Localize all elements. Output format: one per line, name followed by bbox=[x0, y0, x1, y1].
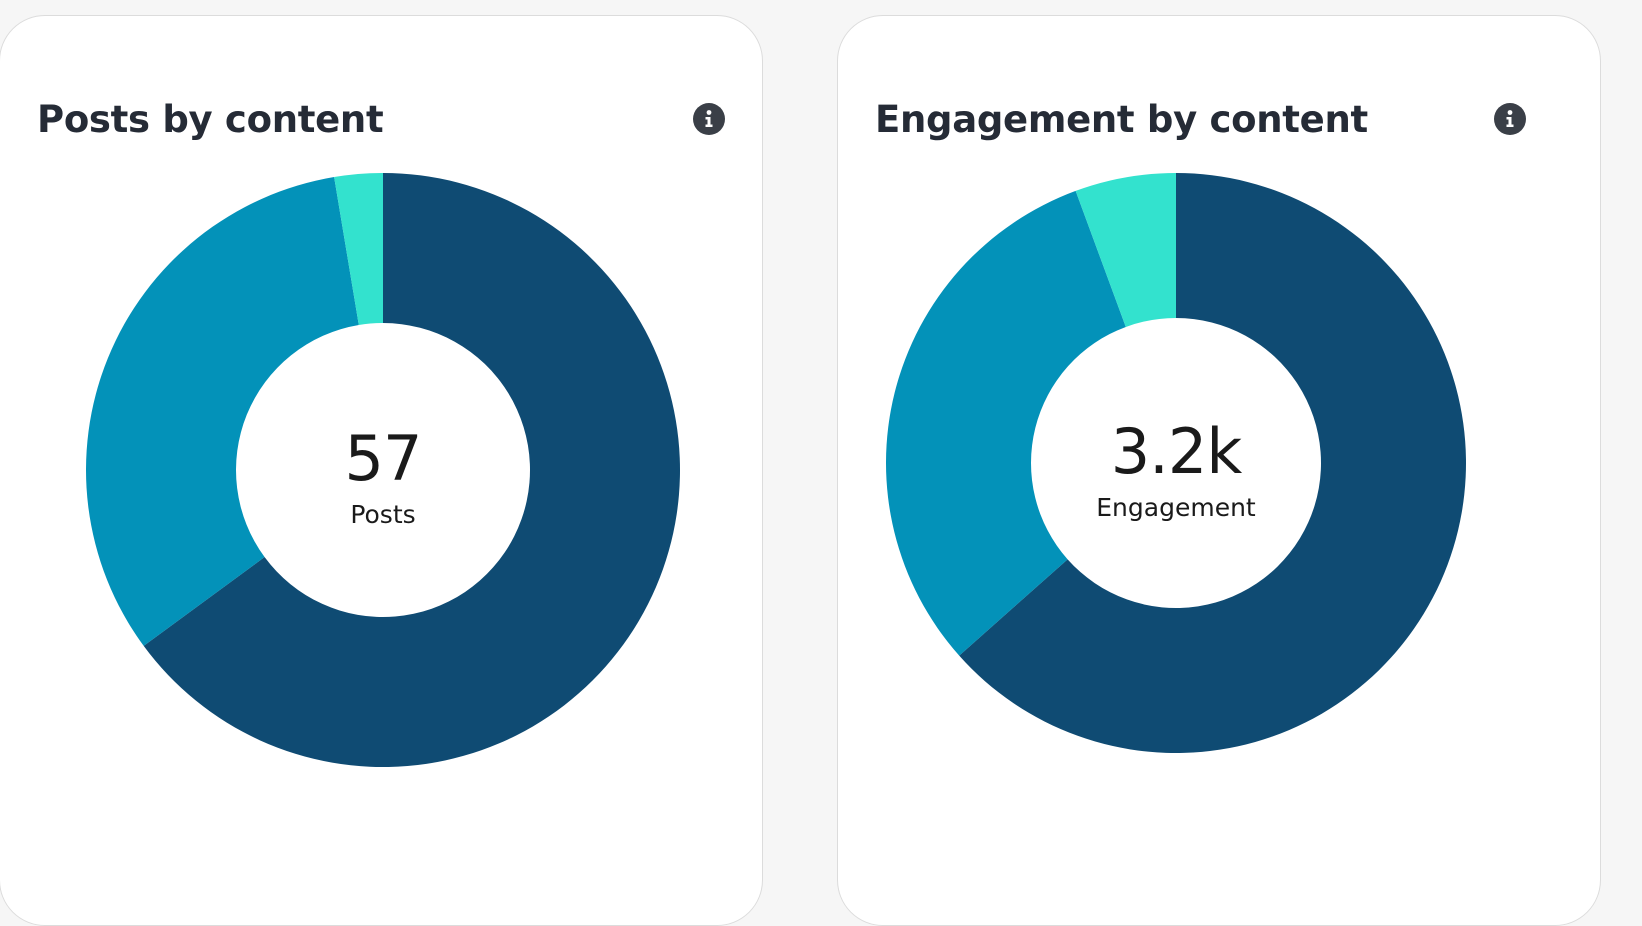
posts-by-content-card: Posts by content 57 Posts bbox=[0, 15, 763, 926]
donut-slice-3[interactable] bbox=[1075, 173, 1176, 327]
donut-center-value: 3.2k bbox=[1110, 415, 1243, 488]
donut-center-label: Posts bbox=[350, 500, 416, 529]
donut-chart bbox=[86, 173, 681, 768]
card-title: Posts by content bbox=[37, 98, 384, 141]
donut-chart bbox=[886, 173, 1466, 754]
donut-slice-1[interactable] bbox=[959, 173, 1466, 754]
info-icon[interactable] bbox=[693, 103, 725, 135]
donut-slice-2[interactable] bbox=[86, 177, 359, 646]
engagement-by-content-card: Engagement by content 3.2k Engagement bbox=[837, 15, 1601, 926]
card-title: Engagement by content bbox=[875, 98, 1368, 141]
donut-slice-1[interactable] bbox=[143, 173, 681, 768]
donut-center-value: 57 bbox=[344, 422, 423, 495]
donut-slice-2[interactable] bbox=[886, 190, 1126, 656]
info-icon[interactable] bbox=[1494, 103, 1526, 135]
donut-center-label: Engagement bbox=[1096, 493, 1256, 522]
donut-slice-3[interactable] bbox=[334, 173, 383, 326]
